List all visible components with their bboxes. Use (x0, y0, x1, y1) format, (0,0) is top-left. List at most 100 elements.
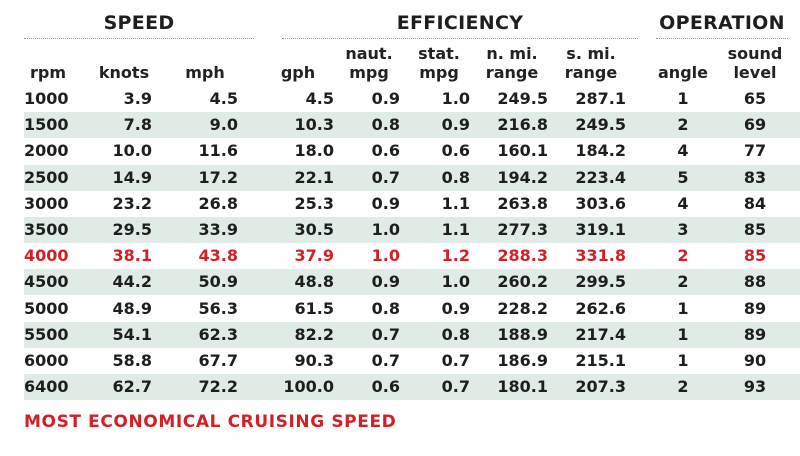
cell-knots: 3.9 (123, 89, 152, 108)
column-header-stat-mpg: stat. mpg (394, 40, 484, 82)
cell-sound-level: 89 (743, 298, 767, 318)
cell-stat-mpg: 1.2 (441, 246, 470, 266)
cell-stat-mpg: 0.8 (441, 324, 470, 344)
cell-mph: 9.0 (209, 115, 238, 135)
cell-rpm: 6400 (24, 377, 69, 397)
cell-naut-mpg: 0.8 (371, 298, 400, 318)
cell-knots: 38.1 (112, 246, 152, 266)
cell-rpm: 3500 (24, 220, 69, 239)
cell-naut-mpg: 0.9 (371, 89, 400, 108)
cell-gph: 48.8 (294, 272, 334, 292)
cell-gph: 18.0 (294, 141, 334, 161)
cell-knots: 54.1 (112, 324, 152, 344)
cell-sound-level: 77 (743, 141, 767, 161)
cell-stat-mpg: 0.7 (441, 351, 470, 370)
cell-gph: 30.5 (294, 220, 334, 239)
cell-sound-level: 65 (743, 89, 767, 108)
column-header-line1: stat. (418, 44, 460, 63)
cell-rpm: 5500 (24, 324, 69, 344)
cell-naut-range: 288.3 (497, 246, 548, 266)
column-header-line2: mph (185, 63, 225, 82)
cell-rpm: 6000 (24, 351, 69, 370)
cell-gph: 4.5 (305, 89, 334, 108)
column-header-line2: range (485, 63, 539, 82)
cell-stat-range: 331.8 (575, 246, 626, 266)
cell-naut-range: 194.2 (497, 167, 548, 187)
cell-gph: 90.3 (294, 351, 334, 370)
table-row: 5000 48.9 56.3 61.5 0.8 0.9 228.2 262.6 1 89 (24, 296, 800, 322)
cell-rpm: 3000 (24, 193, 69, 213)
table-row: 3000 23.2 26.8 25.3 0.9 1.1 263.8 303.6 4 84 (24, 191, 800, 217)
cell-angle: 5 (677, 167, 689, 187)
cell-angle: 2 (677, 246, 689, 266)
table-row-highlighted: 4000 38.1 43.8 37.9 1.0 1.2 288.3 331.8 2 85 (24, 243, 800, 269)
column-header-knots: knots (82, 40, 166, 82)
cell-mph: 26.8 (198, 193, 238, 213)
cell-gph: 22.1 (294, 167, 334, 187)
column-header-line2: knots (98, 63, 150, 82)
cell-naut-mpg: 0.7 (371, 324, 400, 344)
cell-angle: 1 (677, 298, 689, 318)
table-row: 4500 44.2 50.9 48.8 0.9 1.0 260.2 299.5 2 88 (24, 269, 800, 296)
cell-rpm: 5000 (24, 298, 69, 318)
cell-naut-range: 180.1 (497, 377, 548, 397)
column-header-gph: gph (248, 40, 348, 82)
cell-naut-range: 249.5 (497, 89, 548, 108)
cell-knots: 44.2 (112, 272, 152, 292)
cell-naut-mpg: 0.9 (371, 193, 400, 213)
cell-knots: 10.0 (112, 141, 152, 161)
column-header-sound-level: sound level (716, 40, 794, 82)
cell-stat-range: 223.4 (575, 167, 626, 187)
cell-knots: 14.9 (112, 167, 152, 187)
cell-sound-level: 84 (743, 193, 767, 213)
cell-gph: 100.0 (283, 377, 334, 397)
column-header-line2: mpg (419, 63, 459, 82)
cell-naut-mpg: 0.6 (371, 141, 400, 161)
column-header-rpm: rpm (10, 40, 86, 82)
table-row: 5500 54.1 62.3 82.2 0.7 0.8 188.9 217.4 1 89 (24, 321, 800, 348)
cell-naut-range: 263.8 (497, 193, 548, 213)
cell-stat-range: 299.5 (575, 272, 626, 292)
cell-mph: 62.3 (198, 324, 238, 344)
cell-naut-range: 216.8 (497, 115, 548, 135)
cell-stat-range: 303.6 (575, 193, 626, 213)
column-header-line1: sound (727, 44, 783, 63)
cell-mph: 4.5 (209, 89, 238, 108)
cell-angle: 1 (677, 324, 689, 344)
cell-gph: 37.9 (294, 246, 334, 266)
column-header-line2: level (733, 63, 777, 82)
cell-naut-range: 188.9 (497, 324, 548, 344)
cell-angle: 2 (677, 115, 689, 135)
column-header-naut-mpg: naut. mpg (324, 40, 414, 82)
cell-knots: 58.8 (112, 351, 152, 370)
cell-angle: 1 (677, 351, 689, 370)
cell-mph: 43.8 (198, 246, 238, 266)
table-row: 1500 7.8 9.0 10.3 0.8 0.9 216.8 249.5 2 69 (24, 112, 800, 139)
cell-angle: 2 (677, 377, 689, 397)
cell-naut-range: 160.1 (497, 141, 548, 161)
cell-mph: 67.7 (198, 351, 238, 370)
cell-knots: 23.2 (112, 193, 152, 213)
cell-sound-level: 90 (743, 351, 767, 370)
cell-knots: 62.7 (112, 377, 152, 397)
column-header-angle: angle (636, 40, 730, 82)
cell-angle: 2 (677, 272, 689, 292)
cell-naut-mpg: 0.7 (371, 351, 400, 370)
column-header-line1: naut. (345, 44, 393, 63)
cell-stat-range: 184.2 (575, 141, 626, 161)
cell-sound-level: 88 (743, 272, 767, 292)
cell-stat-mpg: 1.0 (441, 89, 470, 108)
cell-stat-mpg: 0.9 (441, 115, 470, 135)
cell-mph: 72.2 (198, 377, 238, 397)
cell-stat-range: 207.3 (575, 377, 626, 397)
cell-sound-level: 89 (743, 324, 767, 344)
cell-mph: 56.3 (198, 298, 238, 318)
cell-sound-level: 69 (743, 115, 767, 135)
cell-stat-mpg: 1.1 (441, 220, 470, 239)
table-row: 6400 62.7 72.2 100.0 0.6 0.7 180.1 207.3 2 93 (24, 374, 800, 401)
speed-group-header: SPEED (24, 8, 254, 39)
cell-naut-mpg: 0.7 (371, 167, 400, 187)
cell-stat-range: 262.6 (575, 298, 626, 318)
cell-stat-range: 319.1 (575, 220, 626, 239)
